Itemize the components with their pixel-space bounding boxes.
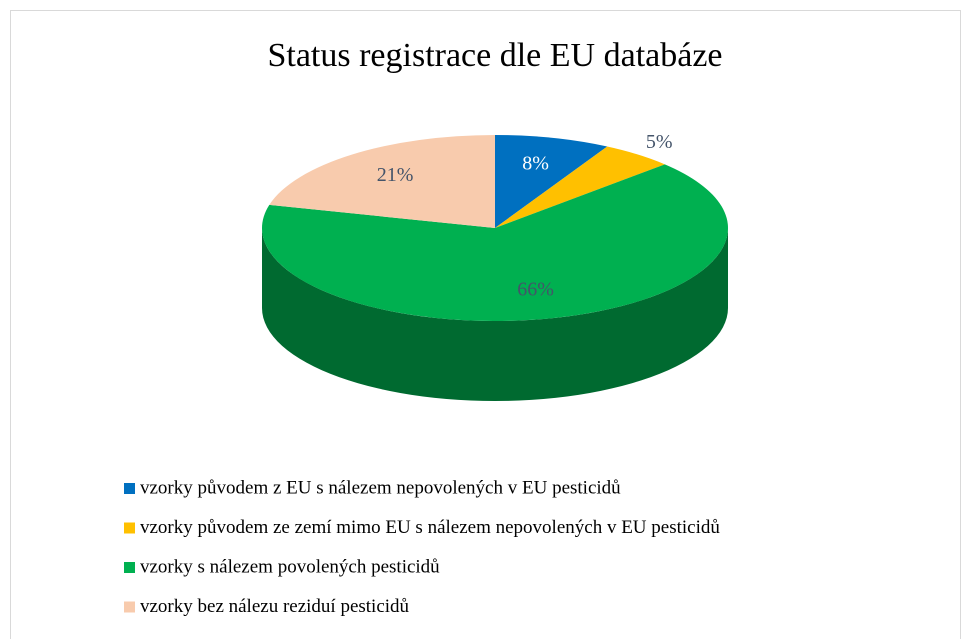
legend-swatch: [124, 601, 135, 613]
slice-side: [262, 228, 728, 401]
legend-label: vzorky bez nálezu reziduí pesticidů: [140, 596, 410, 617]
legend-label: vzorky s nálezem povolených pesticidů: [140, 556, 440, 577]
slice: [262, 164, 728, 322]
data-label: 8%: [522, 153, 549, 175]
legend-label: vzorky původem ze zemí mimo EU s nálezem…: [140, 517, 720, 538]
slice: [269, 135, 495, 228]
data-label: 5%: [646, 131, 673, 153]
chart-title: Status registrace dle EU databáze: [267, 37, 722, 74]
legend-swatch: [124, 483, 135, 494]
data-label: 21%: [377, 164, 414, 186]
legend-swatch: [124, 522, 135, 534]
data-label: 66%: [517, 279, 554, 301]
legend-label: vzorky původem z EU s nálezem nepovolený…: [140, 477, 621, 498]
slice: [495, 146, 665, 228]
slice: [495, 135, 608, 228]
legend-swatch: [124, 562, 135, 573]
